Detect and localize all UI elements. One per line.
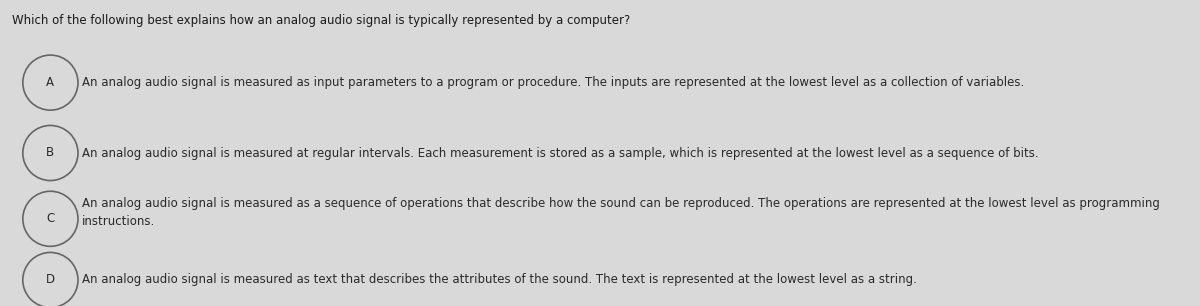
Text: An analog audio signal is measured as a sequence of operations that describe how: An analog audio signal is measured as a …	[82, 197, 1159, 228]
Text: An analog audio signal is measured as text that describes the attributes of the : An analog audio signal is measured as te…	[82, 274, 917, 286]
Ellipse shape	[23, 125, 78, 181]
Text: Which of the following best explains how an analog audio signal is typically rep: Which of the following best explains how…	[12, 14, 630, 27]
Text: An analog audio signal is measured at regular intervals. Each measurement is sto: An analog audio signal is measured at re…	[82, 147, 1038, 159]
Text: D: D	[46, 274, 55, 286]
Text: C: C	[47, 212, 54, 225]
Ellipse shape	[23, 252, 78, 306]
Text: B: B	[47, 147, 54, 159]
Ellipse shape	[23, 55, 78, 110]
Text: A: A	[47, 76, 54, 89]
Text: An analog audio signal is measured as input parameters to a program or procedure: An analog audio signal is measured as in…	[82, 76, 1024, 89]
Ellipse shape	[23, 191, 78, 246]
